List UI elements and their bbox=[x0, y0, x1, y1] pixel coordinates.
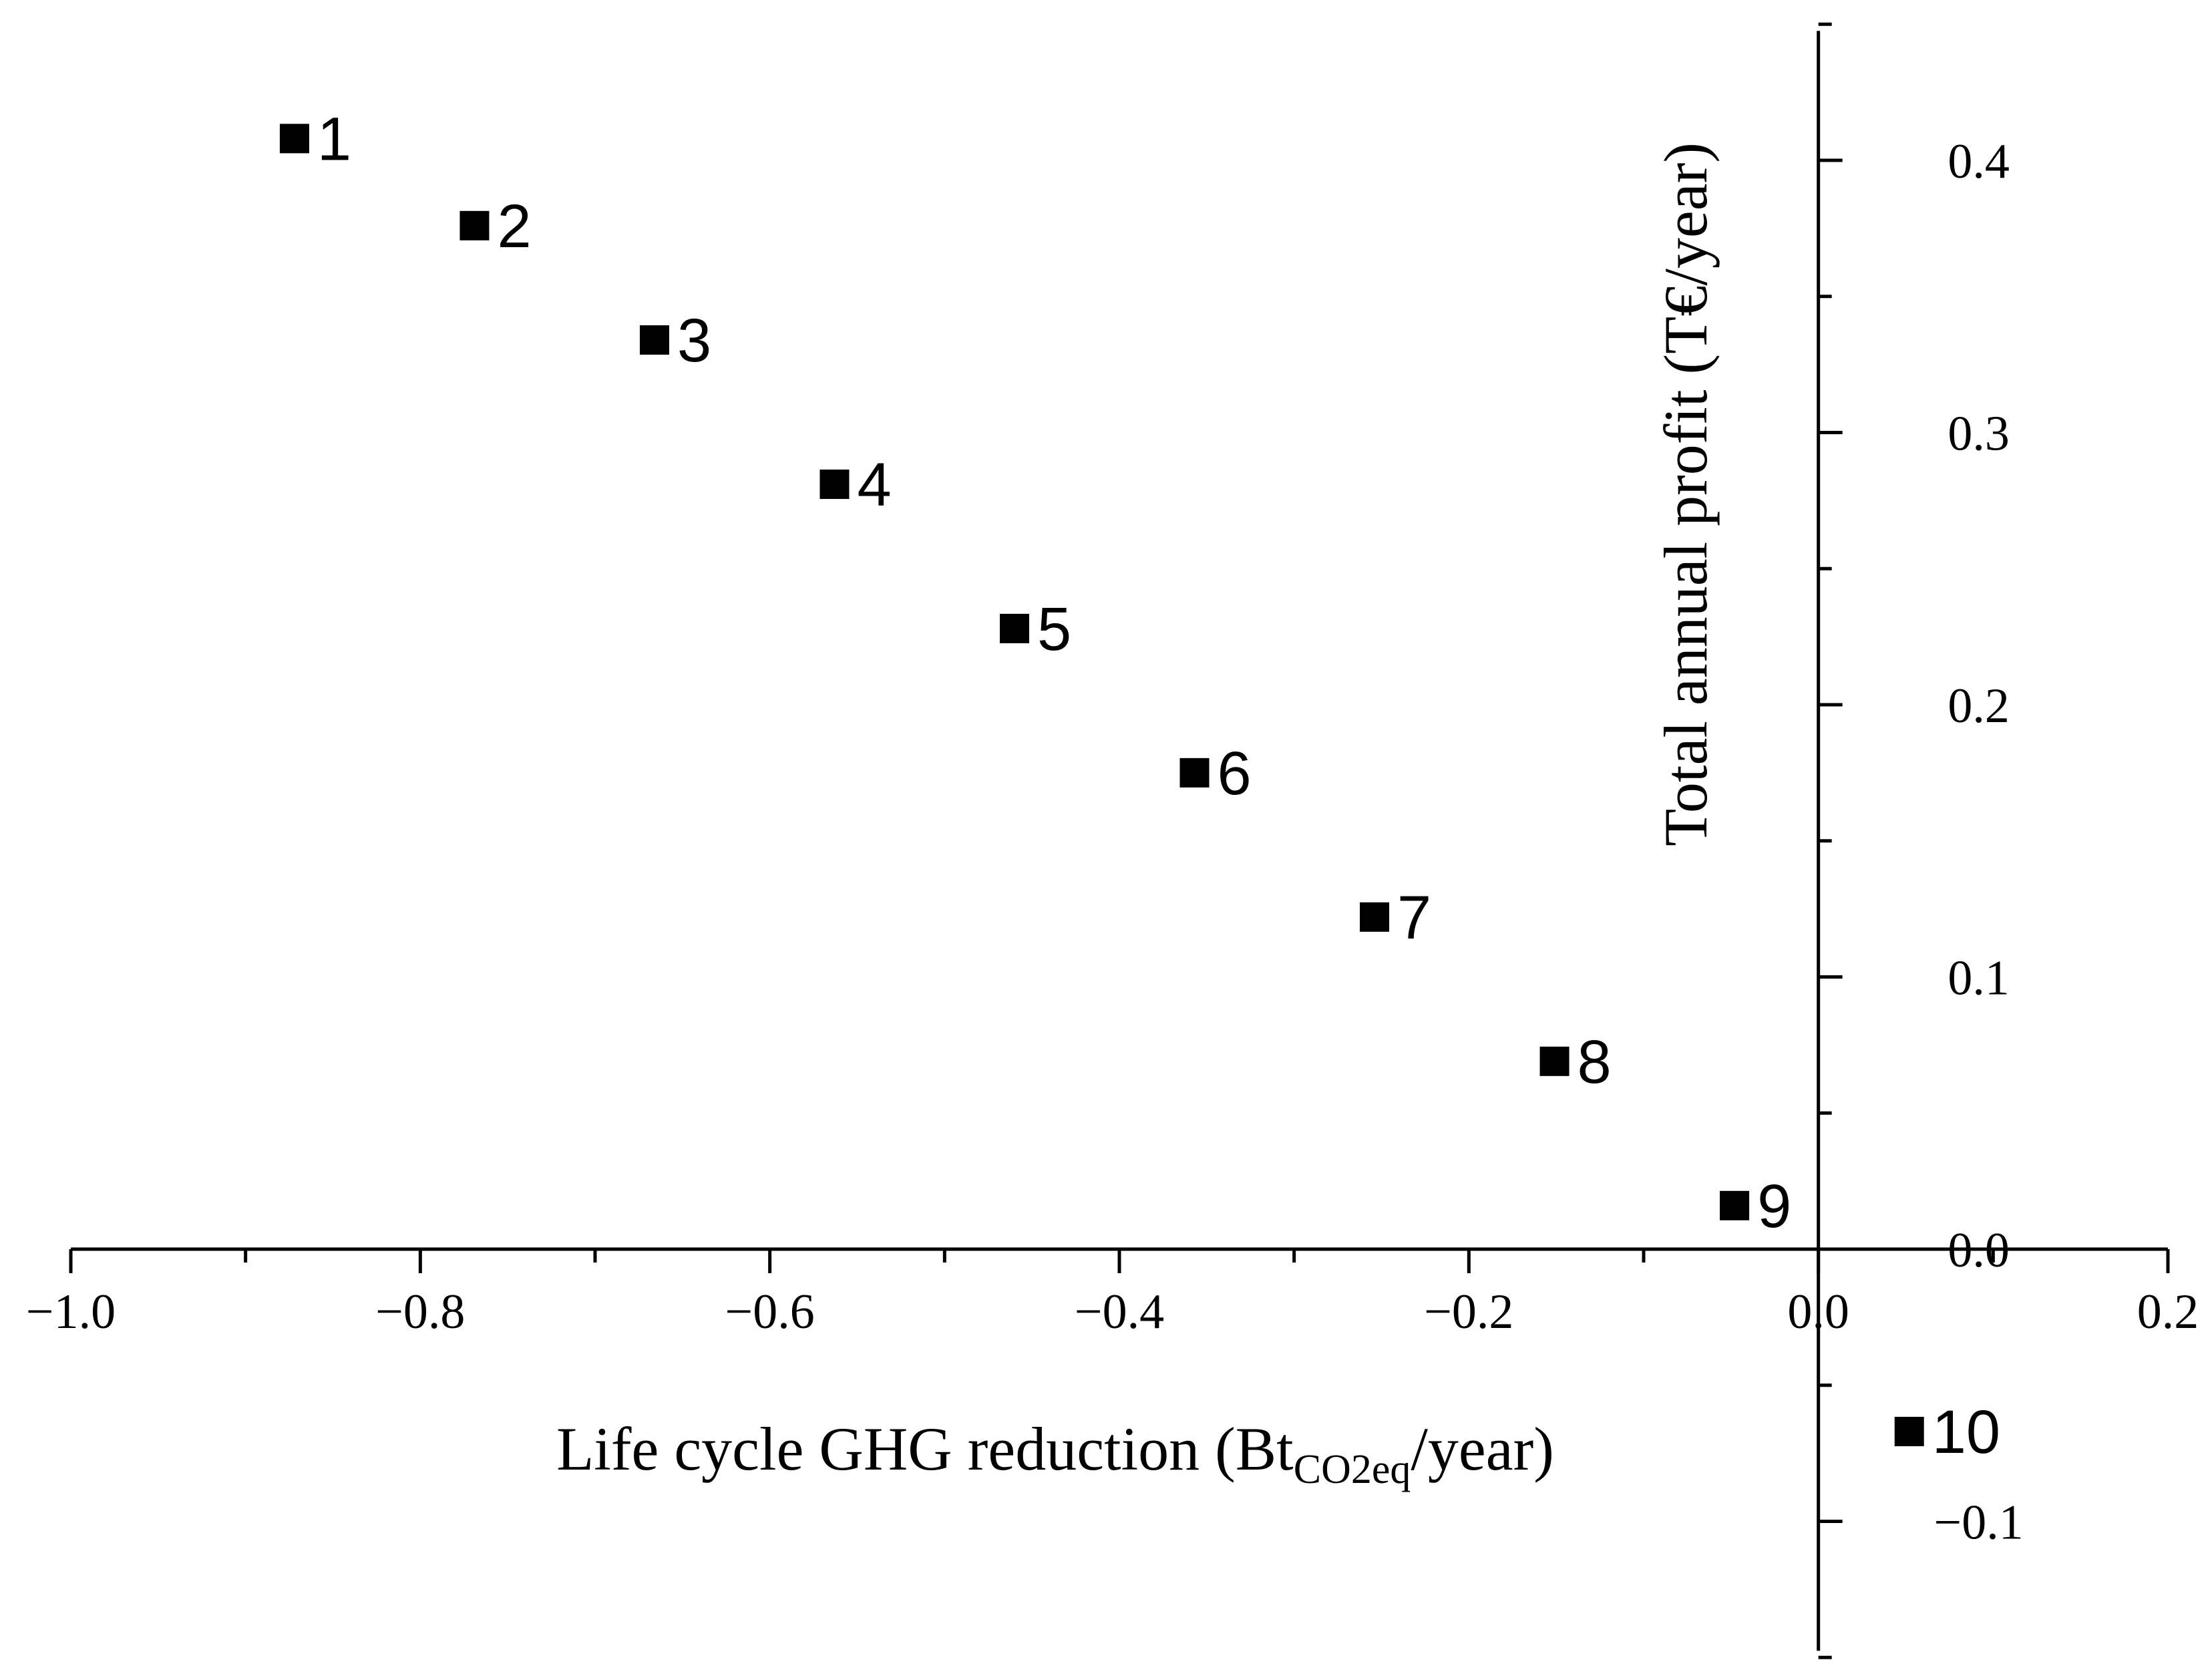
y-tick-label: −0.1 bbox=[1934, 1496, 2024, 1550]
point-label-1: 1 bbox=[317, 105, 351, 173]
point-marker-9 bbox=[1720, 1190, 1750, 1220]
point-marker-7 bbox=[1360, 902, 1390, 932]
x-tick-label: −0.4 bbox=[1075, 1285, 1164, 1339]
point-marker-8 bbox=[1539, 1046, 1570, 1076]
y-axis-title: Total annual profit (T€/year) bbox=[1652, 142, 1720, 846]
point-label-9: 9 bbox=[1757, 1172, 1791, 1240]
y-tick-label: 0.1 bbox=[1948, 951, 2010, 1006]
point-marker-3 bbox=[639, 325, 669, 355]
data-points: 1 2 3 4 5 6 7 8 9 10 bbox=[279, 105, 2000, 1466]
x-tick-label: 0.0 bbox=[1787, 1285, 1849, 1339]
y-tick-label: 0.2 bbox=[1948, 679, 2010, 733]
point-label-2: 2 bbox=[497, 192, 531, 261]
point-label-4: 4 bbox=[857, 451, 891, 519]
point-label-5: 5 bbox=[1037, 595, 1071, 663]
point-label-7: 7 bbox=[1397, 884, 1431, 952]
point-label-3: 3 bbox=[677, 307, 711, 375]
axes: −1.0 −0.8 −0.6 −0.4 −0.2 0.0 0.2 −0.1 0.0 0.1 0.2 0… bbox=[26, 22, 2199, 1659]
x-axis-title-suffix: /year) bbox=[1411, 1415, 1554, 1483]
point-marker-4 bbox=[819, 469, 850, 499]
x-tick-label: −0.8 bbox=[375, 1285, 465, 1339]
point-label-8: 8 bbox=[1578, 1028, 1612, 1096]
x-tick-label: 0.2 bbox=[2137, 1285, 2199, 1339]
axis-titles: Life cycle GHG reduction (BtCO2eq/year) … bbox=[556, 142, 1720, 1492]
point-marker-5 bbox=[1000, 613, 1029, 643]
point-label-6: 6 bbox=[1218, 739, 1252, 808]
point-marker-1 bbox=[279, 124, 309, 154]
point-label-10: 10 bbox=[1932, 1398, 2000, 1466]
x-axis-title-main: Life cycle GHG reduction (Bt bbox=[556, 1415, 1294, 1483]
x-tick-label: −0.6 bbox=[725, 1285, 815, 1339]
point-marker-10 bbox=[1894, 1417, 1924, 1447]
y-tick-label: 0.0 bbox=[1948, 1223, 2010, 1278]
x-tick-label: −0.2 bbox=[1424, 1285, 1513, 1339]
x-tick-label: −1.0 bbox=[26, 1285, 116, 1339]
point-marker-6 bbox=[1179, 758, 1210, 788]
x-axis-title: Life cycle GHG reduction (BtCO2eq/year) bbox=[556, 1415, 1554, 1492]
y-tick-label: 0.3 bbox=[1948, 407, 2010, 462]
point-marker-2 bbox=[459, 210, 490, 240]
x-axis-title-subscript: CO2eq bbox=[1294, 1447, 1411, 1492]
y-tick-label: 0.4 bbox=[1948, 134, 2010, 189]
